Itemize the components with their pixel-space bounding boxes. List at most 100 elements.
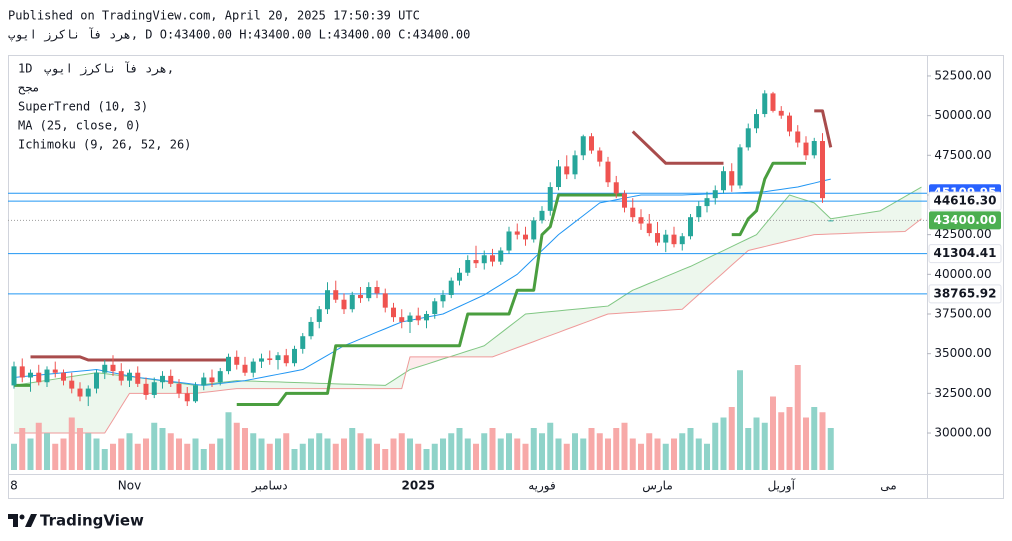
volume-bar (283, 433, 290, 470)
candle-body (283, 355, 289, 364)
x-tick-label: 8 (10, 479, 18, 493)
cloud-fill (806, 200, 815, 237)
volume-bar (176, 438, 182, 470)
header-line: هرد فآ ناكرز ايوپ, D O:43400.00 H:43400.… (8, 27, 470, 43)
candle-body (374, 287, 380, 294)
cloud-fill (484, 339, 493, 357)
candle-body (341, 299, 347, 310)
candle-body (217, 371, 223, 383)
cloud-fill (377, 385, 386, 389)
candle-body (531, 220, 537, 240)
candle-body (745, 128, 751, 148)
axes: 30000.00 32500.00 35000.00 37500.00 40000.00… (10, 68, 1002, 494)
volume-bar (704, 443, 710, 470)
volume-bar (118, 438, 125, 470)
volume-bar (596, 433, 603, 470)
candle-body (679, 236, 685, 245)
volume-bar (613, 428, 620, 470)
cloud-fill (55, 377, 64, 434)
cloud-fill (517, 313, 526, 348)
y-tick-label: 35000.00 (934, 346, 991, 360)
candle-body (440, 294, 446, 302)
cloud-fill (14, 384, 23, 434)
x-tick-label: دسامبر (251, 479, 288, 494)
candle-body (382, 293, 388, 308)
candle-body (69, 380, 75, 389)
volume-bar (803, 417, 809, 470)
y-tick-label: 37500.00 (934, 306, 991, 320)
volume-bar (316, 433, 323, 470)
cloud-fill (558, 310, 567, 333)
volume-bar (530, 428, 537, 470)
cloud-fill (38, 380, 47, 434)
panel-frame (8, 55, 1004, 499)
candle-body (292, 348, 297, 364)
candle-body (597, 150, 603, 162)
candle-body (209, 377, 215, 383)
volume-bar (217, 438, 224, 470)
cloud-fill (525, 313, 534, 345)
candle-body (118, 371, 124, 381)
volume-bar (27, 438, 34, 470)
volume-bar (209, 443, 215, 470)
volume-bar (555, 438, 562, 470)
volume-bar (539, 433, 545, 470)
price-level-label: 41304.41 (933, 246, 996, 260)
candle-body (737, 147, 743, 186)
candle-body (127, 372, 132, 381)
cloud-fill (319, 383, 328, 389)
cloud-fill (203, 383, 212, 393)
volume-bar (712, 422, 719, 470)
cloud-fill (773, 204, 782, 245)
volume-bar (85, 433, 92, 470)
candle-body (514, 231, 520, 235)
cloud-fill (591, 306, 600, 321)
volume-bar (192, 438, 199, 470)
candle-body (704, 198, 710, 207)
candle-body (36, 372, 42, 383)
candle-body (168, 375, 174, 384)
candle-body (308, 321, 314, 337)
cloud-fill (302, 382, 311, 389)
candle-body (605, 161, 611, 183)
volume-bar (291, 449, 298, 470)
candle-body (110, 364, 116, 372)
volume-bar (522, 443, 529, 470)
cloud-fill (632, 286, 641, 313)
candle-body (778, 110, 784, 116)
cloud-fill (269, 381, 278, 389)
volume-bar (473, 443, 479, 470)
volume-bar (266, 443, 273, 470)
volume-bar (101, 449, 108, 470)
volume-bar (811, 407, 818, 470)
volume-bar (547, 422, 554, 470)
volume-bar (563, 443, 570, 470)
candle-body (300, 336, 306, 349)
volume-bar (671, 438, 677, 470)
cloud-fill (830, 217, 839, 235)
candle-body (102, 364, 108, 373)
cloud-fill (690, 262, 699, 302)
supertrend-down (631, 130, 724, 165)
candle-body (176, 383, 182, 394)
candle-body (630, 207, 636, 218)
candle-body (663, 234, 669, 243)
cloud-fill (22, 382, 31, 434)
candle-body (490, 255, 495, 262)
candle-body (671, 234, 677, 245)
candle-body (259, 358, 264, 362)
volume-bar (770, 396, 776, 470)
cloud-fill (30, 381, 39, 434)
cloud-fill (261, 381, 270, 389)
candle-body (828, 220, 834, 222)
legend-interval: 1D (18, 62, 32, 76)
volume-bar (654, 438, 661, 470)
cloud-fill (888, 201, 897, 232)
cloud-fill (459, 350, 468, 357)
candle-body (193, 385, 198, 402)
volume-bar (415, 443, 422, 470)
candle-body (721, 171, 726, 191)
candle-body (498, 250, 504, 262)
x-tick-label: مارس (642, 479, 673, 494)
